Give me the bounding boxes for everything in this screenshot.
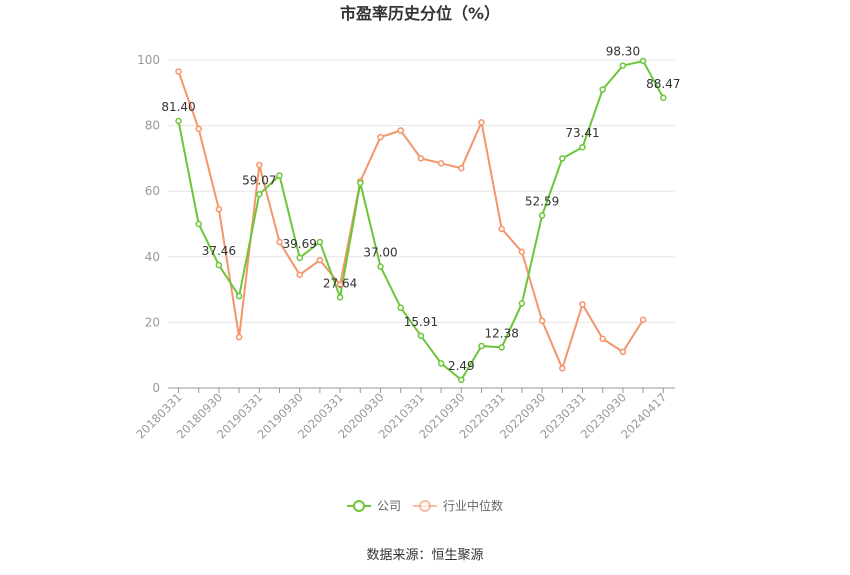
chart-title: 市盈率历史分位（%） (340, 4, 500, 23)
point-company (215, 261, 223, 269)
point-company (437, 360, 445, 367)
point-company (619, 62, 627, 69)
point-industry-median (336, 281, 344, 288)
point-industry-median (235, 333, 243, 341)
data-label-company: 73.41 (565, 126, 599, 140)
point-company (316, 238, 324, 246)
point-company (195, 220, 202, 228)
point-company (357, 179, 364, 187)
point-company (579, 143, 586, 151)
point-industry-median (377, 133, 384, 141)
point-industry-median (538, 317, 546, 325)
point-industry-median (639, 316, 647, 324)
data-label-company: 12.38 (485, 326, 519, 340)
point-company (458, 376, 465, 384)
legend-label-industry-median: 行业中位数 (443, 498, 503, 513)
point-company (498, 344, 505, 351)
data-label-company: 81.40 (161, 100, 195, 114)
point-company (599, 86, 606, 93)
point-industry-median (276, 238, 283, 246)
point-industry-median (175, 68, 182, 75)
point-industry-median (437, 160, 445, 167)
point-company (336, 294, 344, 301)
point-company (518, 300, 526, 307)
point-industry-median (458, 164, 465, 172)
data-label-company: 88.47 (646, 77, 680, 91)
point-company (296, 254, 303, 262)
series-points (175, 57, 667, 384)
point-company (660, 94, 667, 102)
series-line-company (177, 60, 665, 381)
point-company (377, 263, 384, 270)
point-company (478, 342, 485, 350)
point-industry-median (417, 155, 425, 162)
data-label-company: 15.91 (404, 315, 438, 329)
data-source: 数据来源：恒生聚源 (366, 548, 483, 563)
y-tick-label: 60 (145, 184, 160, 198)
point-industry-median (195, 125, 202, 133)
data-label-company: 98.30 (606, 45, 640, 59)
point-company (256, 191, 263, 198)
point-industry-median (498, 225, 505, 233)
point-industry-median (619, 348, 627, 356)
x-tick-labels: 2018033120180930201903312019093020200331… (133, 390, 669, 441)
series-lines (177, 60, 665, 381)
data-label-company: 52.59 (525, 195, 559, 209)
point-company (276, 172, 283, 179)
legend-item-company[interactable]: 公司 (347, 499, 401, 513)
data-label-company: 37.46 (202, 244, 236, 258)
point-industry-median (296, 271, 303, 279)
point-industry-median (559, 365, 566, 372)
point-industry-median (518, 248, 526, 256)
legend: 公司 行业中位数 (347, 498, 503, 513)
point-company (559, 155, 566, 162)
series-line-industry-median (177, 71, 644, 370)
data-label-company: 59.07 (242, 173, 276, 187)
data-labels: 81.40 37.46 59.07 39.69 27.64 37.00 15.91 2.49 1… (161, 45, 680, 373)
point-company (397, 304, 404, 311)
data-label-company: 39.69 (283, 237, 317, 251)
y-tick-label: 20 (145, 315, 160, 329)
point-industry-median (397, 127, 404, 134)
y-tick-labels: 0 20 40 60 80 100 (137, 53, 160, 395)
y-tick-label: 40 (145, 250, 160, 264)
data-label-company: 27.64 (323, 276, 357, 290)
point-company (417, 332, 425, 340)
y-tick-label: 80 (145, 119, 160, 133)
y-tick-label: 0 (152, 381, 160, 395)
legend-item-industry-median[interactable]: 行业中位数 (413, 498, 503, 513)
point-industry-median (215, 205, 223, 213)
y-tick-label: 100 (137, 53, 160, 67)
point-industry-median (579, 301, 586, 308)
point-industry-median (478, 119, 485, 126)
point-company (639, 57, 647, 65)
point-industry-median (316, 256, 324, 264)
point-industry-median (599, 335, 606, 343)
data-label-company: 37.00 (363, 246, 397, 260)
data-label-company: 2.49 (448, 359, 475, 373)
point-company (538, 212, 546, 219)
point-company (235, 292, 243, 300)
point-company (175, 117, 182, 125)
legend-label-company: 公司 (377, 499, 401, 513)
axes (168, 387, 675, 393)
point-industry-median (256, 161, 263, 169)
